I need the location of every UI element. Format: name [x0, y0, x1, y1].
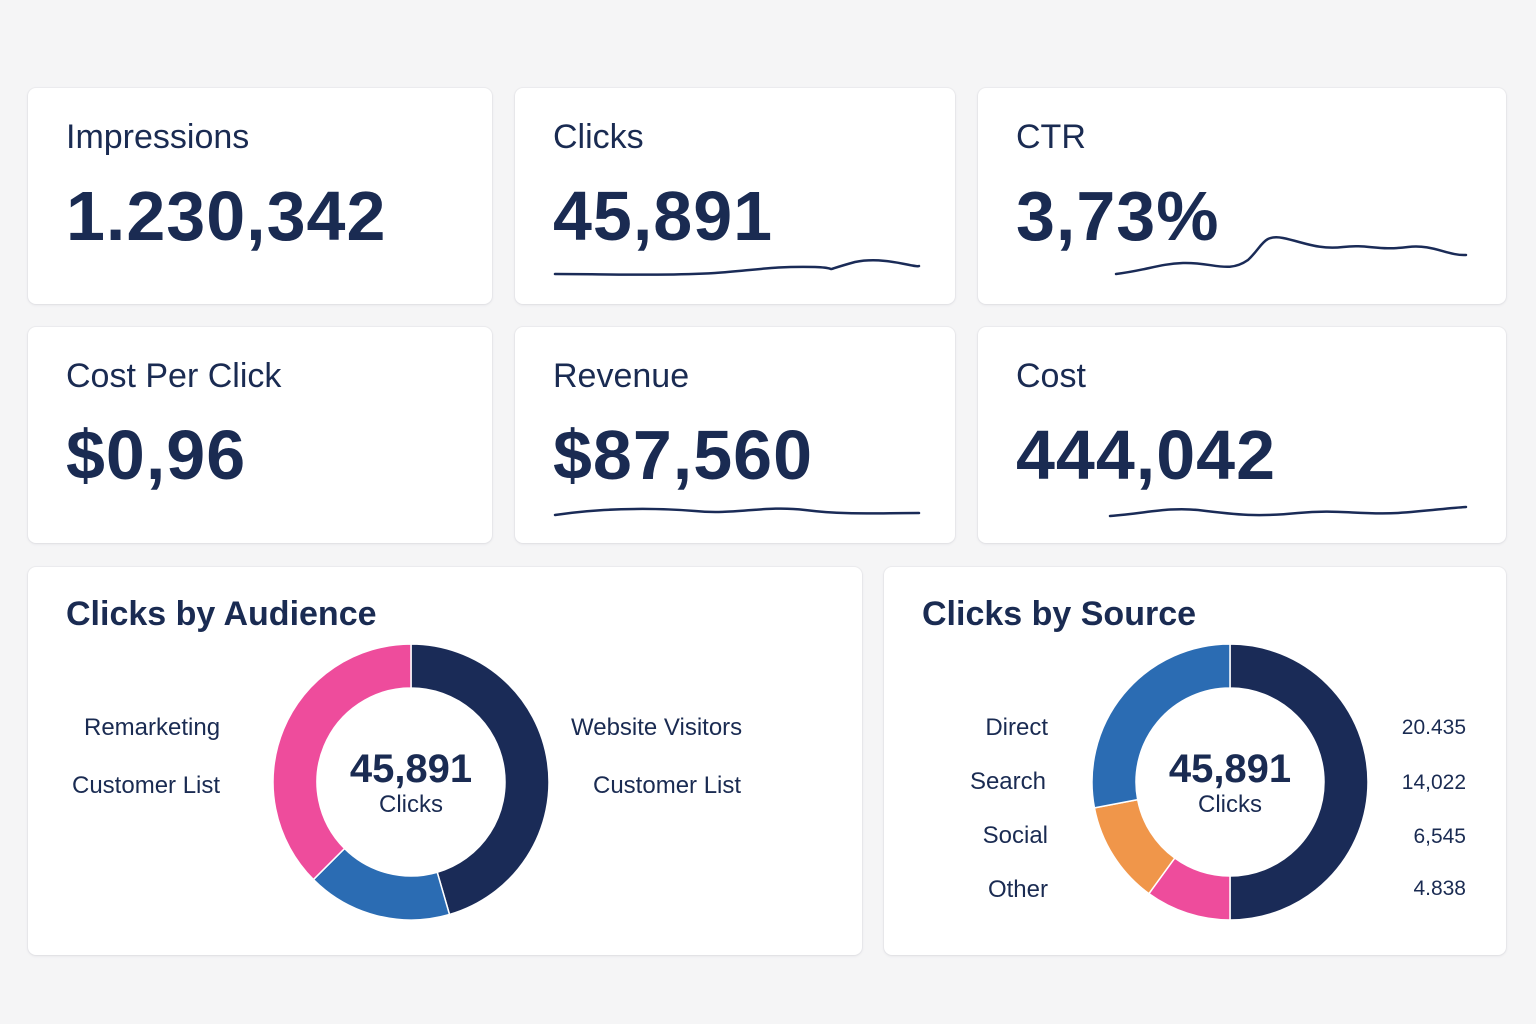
donut-slice-3: [1091, 643, 1231, 809]
donut-slice-2: [272, 643, 412, 881]
legend-value: 14,022: [1401, 771, 1466, 794]
donut-center-value: 45,891: [349, 747, 473, 791]
chart-title: Clicks by Source: [922, 595, 1197, 633]
donut-slice-0: [1229, 643, 1369, 921]
sparkline: [553, 259, 921, 276]
kpi-card-clicks[interactable]: Clicks 45,891: [515, 88, 955, 304]
kpi-title: Cost Per Click: [66, 357, 282, 395]
legend-label: Customer List: [593, 772, 742, 799]
donut-center: 45,891 Clicks: [331, 747, 491, 819]
donut-center: 45,891 Clicks: [1150, 747, 1310, 819]
donut-center-label: Clicks: [379, 791, 443, 818]
kpi-card-impressions[interactable]: Impressions 1.230,342: [28, 88, 492, 304]
sparkline: [1114, 235, 1468, 276]
kpi-title: Impressions: [66, 118, 250, 156]
chart-card-clicks-by-source: Clicks by Source Direct Search Social Ot…: [884, 567, 1506, 955]
kpi-title: Revenue: [553, 357, 690, 395]
legend-label: Direct: [985, 714, 1048, 741]
donut-chart-source: [1091, 643, 1369, 921]
legend-label: Other: [987, 876, 1048, 903]
kpi-title: Cost: [1016, 357, 1086, 395]
kpi-value: 45,891: [553, 177, 774, 255]
donut-chart-audience: [272, 643, 550, 921]
kpi-value: 444,042: [1016, 416, 1277, 494]
kpi-card-cost-per-click[interactable]: Cost Per Click $0,96: [28, 327, 492, 543]
kpi-value: $0,96: [66, 416, 247, 494]
chart-title: Clicks by Audience: [66, 595, 377, 633]
kpi-card-ctr[interactable]: CTR 3,73%: [978, 88, 1506, 304]
donut-center-value: 45,891: [1168, 747, 1292, 791]
donut-center-label: Clicks: [1198, 791, 1262, 818]
legend-label: Social: [982, 822, 1048, 849]
legend-label: Website Visitors: [571, 714, 743, 741]
kpi-card-revenue[interactable]: Revenue $87,560: [515, 327, 955, 543]
kpi-value: 3,73%: [1016, 177, 1220, 255]
kpi-card-cost[interactable]: Cost 444,042: [978, 327, 1506, 543]
legend-label: Search: [969, 768, 1046, 795]
legend-label: Customer List: [72, 772, 221, 799]
legend-value: 6,545: [1413, 825, 1466, 848]
sparkline: [553, 507, 921, 517]
sparkline: [1108, 505, 1468, 518]
legend-value: 20.435: [1401, 716, 1466, 739]
kpi-value: 1.230,342: [66, 177, 387, 255]
legend-label: Remarketing: [84, 714, 221, 741]
kpi-title: CTR: [1016, 118, 1086, 156]
chart-card-clicks-by-audience: Clicks by Audience Remarketing Customer …: [28, 567, 862, 955]
donut-slice-0: [410, 643, 550, 916]
kpi-value: $87,560: [553, 416, 814, 494]
kpi-title: Clicks: [553, 118, 644, 156]
legend-value: 4.838: [1413, 877, 1466, 900]
